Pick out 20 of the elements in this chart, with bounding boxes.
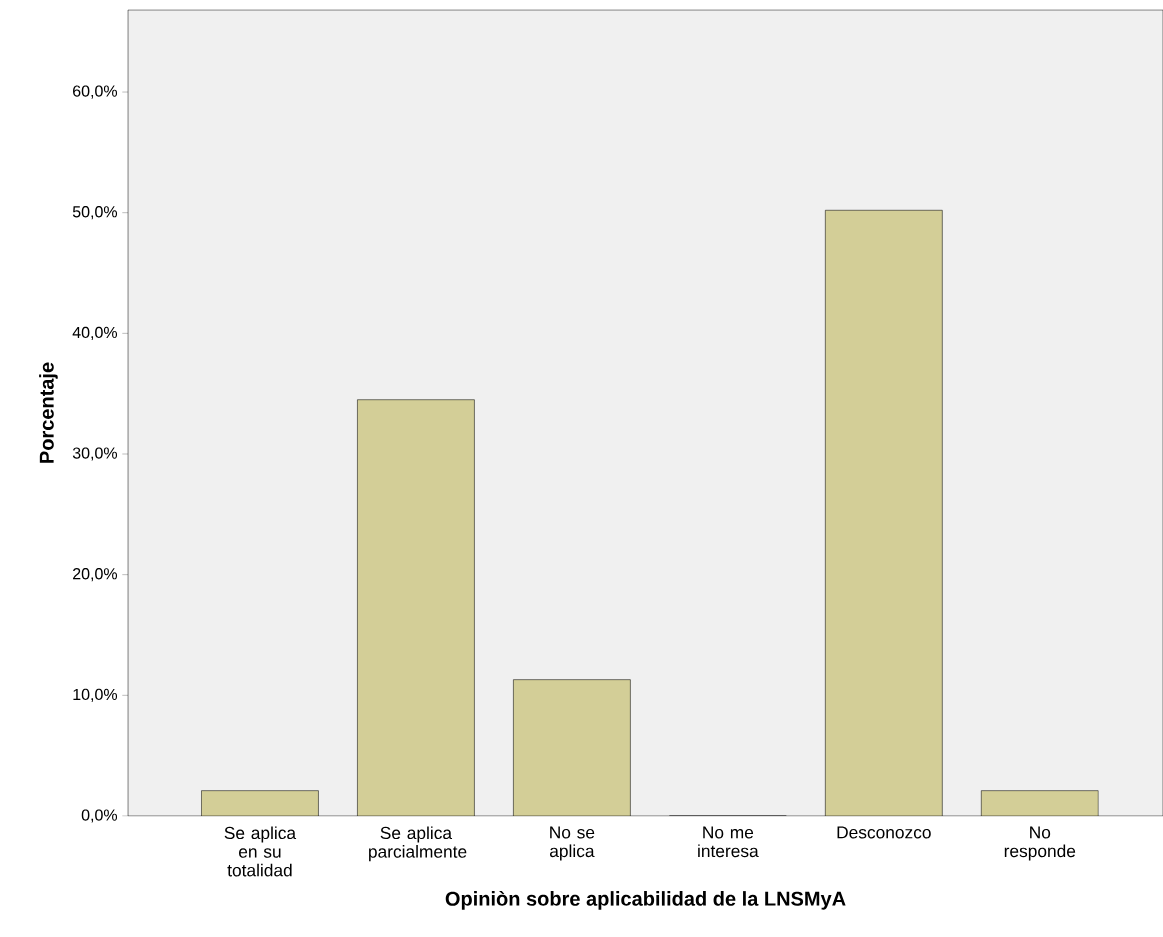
y-axis-title: Porcentaje	[39, 362, 58, 463]
y-tick-label: 50,0%	[72, 206, 118, 220]
x-axis-title: Opiniòn sobre aplicabilidad de la LNSMyA	[445, 890, 846, 910]
y-tick-label: 30,0%	[72, 447, 118, 461]
y-tick-label: 10,0%	[73, 688, 118, 702]
y-tick-label: 0,0%	[81, 809, 118, 823]
x-tick-label: No responde	[1004, 826, 1076, 861]
bar	[513, 679, 631, 816]
bar	[825, 210, 943, 816]
bar	[201, 790, 319, 816]
bar	[357, 399, 475, 816]
y-tick-label: 40,0%	[72, 326, 118, 340]
y-tick-label: 20,0%	[73, 568, 118, 582]
x-tick-label: Desconozco	[837, 826, 931, 839]
x-tick-label: Se aplica en su totalidad	[224, 826, 297, 877]
bar	[981, 790, 1099, 816]
x-tick-label: No se aplica	[549, 826, 595, 861]
x-tick-label: Se aplica parcialmente	[369, 826, 467, 862]
y-tick-label: 60,0%	[73, 85, 118, 99]
x-tick-label: No me interesa	[698, 826, 759, 858]
